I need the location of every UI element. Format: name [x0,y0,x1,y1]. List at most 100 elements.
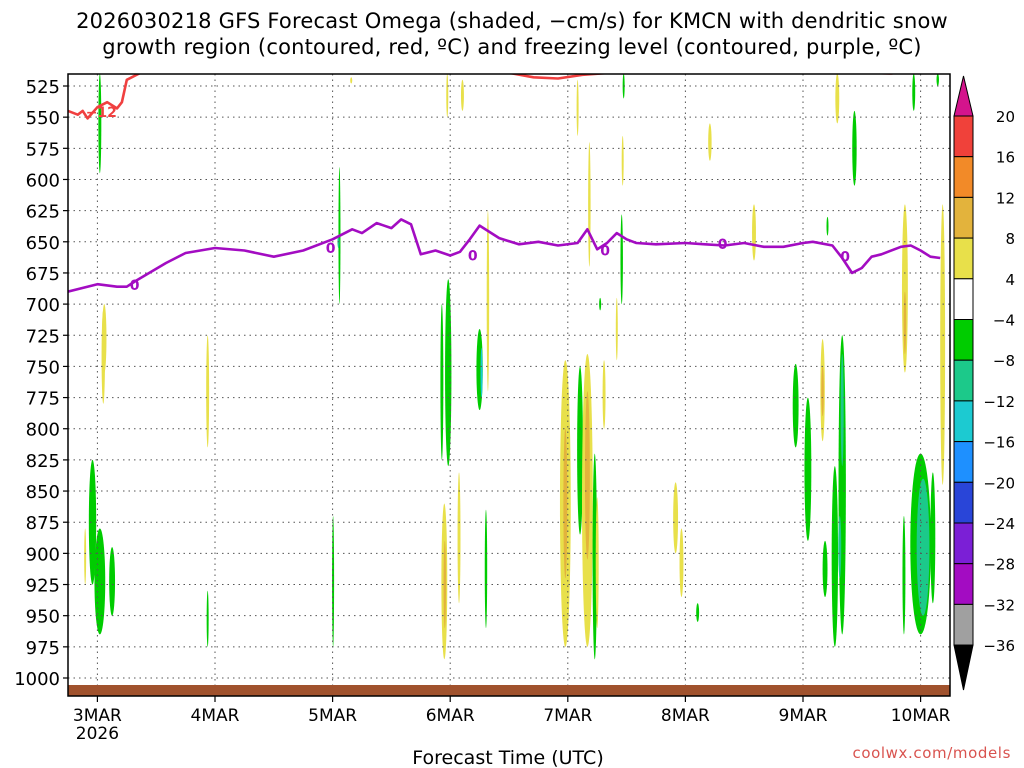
colorbar-box [953,278,974,320]
omega-region [916,478,930,616]
omega-region [840,353,844,467]
omega-region [673,482,679,554]
dgz-contour-label: −12 [86,105,117,121]
omega-region [457,472,461,604]
y-tick-label: 550 [26,108,60,129]
omega-region [84,528,87,585]
y-tick-label: 700 [26,295,60,316]
y-tick-label: 525 [26,77,60,98]
chart-title-line1: 2026030218 GFS Forecast Omega (shaded, −… [76,9,948,33]
omega-region [838,515,842,579]
credit-text: coolwx.com/models [852,744,1011,762]
freezing-level-label: 0 [468,248,478,264]
colorbar-label: −24 [983,515,1015,533]
omega-region [102,304,107,373]
dgz-contour-line [68,74,898,120]
omega-region [109,547,116,616]
omega-region [94,528,106,635]
colorbar-label: −12 [983,393,1015,411]
omega-region [792,363,799,448]
colorbar-box [953,522,974,565]
omega-region [903,291,907,354]
colorbar-label: −8 [993,352,1015,370]
colorbar-box [953,115,974,158]
colorbar-legend: 20 16 12 8 4 −4 −8 −12 −16 −20 −24 −28 −32 −36 [953,75,1015,691]
y-tick-label: 875 [26,513,60,534]
colorbar-label: −4 [993,312,1015,330]
colorbar-top-arrow [953,75,974,117]
y-tick-label: 625 [26,202,60,223]
x-tick-label: 10MAR [891,706,951,726]
colorbar-box [953,237,974,280]
omega-region [696,603,700,622]
omega-region [902,515,906,635]
omega-region [835,74,840,124]
colorbar-box [953,359,974,402]
colorbar-box [953,441,974,483]
omega-region [484,509,488,629]
colorbar-label: 12 [996,189,1015,207]
freezing-level-label: 0 [130,278,140,294]
y-tick-label: 975 [26,638,60,659]
ground-surface [68,685,950,696]
x-axis-title: Forecast Time (UTC) [412,747,603,768]
omega-region [602,360,606,429]
omega-region [440,304,444,460]
omega-region [563,428,568,579]
colorbar-label: 4 [1005,271,1015,289]
colorbar-label: −20 [983,474,1015,492]
colorbar-label: −32 [983,596,1015,614]
freezing-level-label: 0 [840,249,850,265]
y-tick-label: 825 [26,451,60,472]
omega-region [486,210,490,392]
omega-region [679,528,684,597]
omega-region [822,540,828,597]
omega-region [443,540,447,629]
omega-region [620,214,623,305]
omega-region [480,347,483,398]
omega-region [98,74,102,174]
y-tick-label: 800 [26,420,60,441]
colorbar-box [953,481,974,524]
y-tick-label: 925 [26,576,60,597]
y-tick-label: 900 [26,544,60,565]
colorbar-label: 16 [996,149,1015,167]
colorbar-label: 8 [1005,230,1015,248]
colorbar-label: 20 [996,108,1015,126]
x-tick-sublabel: 2026 [76,724,119,744]
omega-region [912,74,916,111]
x-tick-label: 6MAR [426,706,475,726]
x-tick-label: 8MAR [661,706,710,726]
y-tick-label: 775 [26,389,60,410]
colorbar-box [953,563,974,605]
y-axis: 525 550 575 600 625 650 675 700 725 750 775 800 825 8… [14,77,68,690]
y-tick-label: 950 [26,607,60,628]
plot-background [68,74,950,696]
freezing-level-label: 0 [718,237,728,253]
omega-region [577,366,583,535]
omega-region [460,79,464,111]
grid-lines [68,74,950,696]
omega-region [350,77,353,84]
omega-region [592,453,597,660]
freezing-level-label: 0 [600,243,610,259]
omega-region [930,472,936,604]
omega-region [708,123,712,161]
colorbar-box [953,196,974,239]
colorbar-label: −28 [983,556,1015,574]
colorbar-label: −36 [983,637,1015,655]
x-tick-label: 9MAR [779,706,828,726]
y-tick-label: 750 [26,357,60,378]
y-tick-label: 575 [26,139,60,160]
omega-region [595,497,599,629]
contour-lines: −12 0 0 0 0 0 0 [68,74,941,294]
x-tick-label: 7MAR [543,706,592,726]
colorbar-box [953,156,974,198]
omega-region [206,590,209,647]
colorbar-box [953,319,974,361]
omega-region [446,74,449,118]
omega-region [936,74,939,86]
plot-frame [67,73,951,697]
omega-region [821,366,824,417]
